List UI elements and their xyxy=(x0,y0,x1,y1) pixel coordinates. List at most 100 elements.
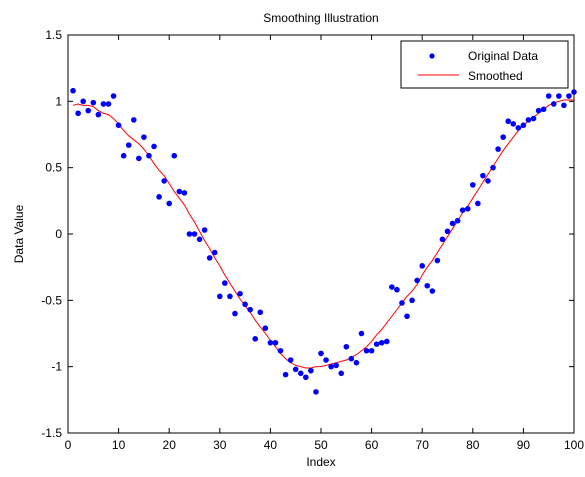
original-data-point xyxy=(211,249,218,256)
x-tick-label: 70 xyxy=(416,438,430,452)
original-data-point xyxy=(464,205,471,212)
original-data-point xyxy=(485,178,491,184)
x-tick-label: 40 xyxy=(264,438,278,452)
original-data-point xyxy=(115,122,122,129)
original-data-point xyxy=(267,339,274,346)
original-data-point xyxy=(571,89,577,95)
original-data-point xyxy=(358,330,365,337)
original-data-point xyxy=(525,117,532,123)
original-data-point xyxy=(227,293,233,300)
original-data-point xyxy=(459,207,466,213)
original-data-point xyxy=(85,107,92,114)
original-data-point xyxy=(146,152,152,159)
original-data-point xyxy=(70,87,76,94)
original-data-point xyxy=(449,220,456,227)
original-data-point xyxy=(550,101,557,107)
original-data-point xyxy=(363,347,370,354)
original-data-point xyxy=(439,236,446,243)
original-data-point xyxy=(475,200,481,207)
original-data-point xyxy=(556,93,562,99)
original-data-point xyxy=(181,190,188,196)
original-data-point xyxy=(434,257,441,264)
original-data-point xyxy=(500,134,506,140)
original-data-point xyxy=(125,142,132,148)
x-tick-label: 10 xyxy=(112,438,126,452)
original-data-point xyxy=(277,347,284,354)
y-axis-label: Data Value xyxy=(12,204,26,263)
original-data-point xyxy=(120,152,127,159)
original-data-point xyxy=(353,359,360,366)
original-data-point xyxy=(566,93,572,99)
y-tick-label: -0.5 xyxy=(41,293,62,307)
original-data-point xyxy=(470,182,476,188)
x-tick-label: 90 xyxy=(517,438,531,452)
original-data-point xyxy=(242,301,248,308)
original-data-point xyxy=(373,341,380,347)
x-tick-label: 50 xyxy=(314,438,328,452)
original-data-point xyxy=(444,228,451,235)
original-data-point xyxy=(237,290,243,297)
x-tick-label: 60 xyxy=(365,438,379,452)
original-data-point xyxy=(490,164,496,171)
original-data-point xyxy=(545,93,552,99)
original-data-point xyxy=(90,99,97,106)
original-data-point xyxy=(389,284,395,290)
legend-original-data-marker xyxy=(429,53,435,59)
x-axis-ticks: 0 10 20 30 40 50 60 70 80 90 100 xyxy=(65,35,584,452)
original-data-point xyxy=(247,306,253,313)
legend-box xyxy=(400,40,569,89)
x-tick-label: 80 xyxy=(466,438,480,452)
original-data-point xyxy=(510,121,517,127)
original-data-point xyxy=(561,102,567,109)
y-axis-ticks: -1.5 -1 -0.5 0 0.5 1 1.5 xyxy=(41,28,574,440)
original-data-point xyxy=(429,288,436,294)
original-data-point xyxy=(333,362,339,369)
original-data-point xyxy=(191,231,198,237)
original-data-point xyxy=(530,115,537,122)
original-data-point xyxy=(171,152,178,159)
plot-area xyxy=(67,34,575,434)
x-tick-label: 0 xyxy=(65,438,72,452)
original-data-point xyxy=(368,347,375,354)
original-data-point xyxy=(328,363,334,370)
original-data-point xyxy=(520,122,527,129)
legend-smoothed-label: Smoothed xyxy=(468,69,523,83)
x-tick-label: 30 xyxy=(213,438,227,452)
original-data-point xyxy=(419,263,426,269)
original-data-point xyxy=(495,146,501,152)
legend-original-data-label: Original Data xyxy=(468,49,538,63)
original-data-point xyxy=(201,227,208,233)
original-data-point xyxy=(206,255,213,261)
original-data-point xyxy=(161,178,167,184)
original-data-point xyxy=(383,338,390,345)
original-data-point xyxy=(348,355,355,362)
original-data-point xyxy=(110,93,117,99)
original-data-point xyxy=(217,293,223,300)
original-data-point xyxy=(454,217,461,224)
x-axis-label: Index xyxy=(306,455,335,469)
original-data-point xyxy=(100,101,107,107)
original-data-point xyxy=(272,339,279,346)
x-tick-label: 20 xyxy=(163,438,177,452)
original-data-point xyxy=(318,350,324,357)
original-data-point xyxy=(404,313,410,320)
original-data-point xyxy=(343,343,350,350)
original-data-point xyxy=(480,172,486,179)
original-data-point xyxy=(378,339,385,346)
y-tick-label: -1 xyxy=(51,360,62,374)
original-data-point xyxy=(292,366,299,373)
y-tick-label: 1.5 xyxy=(45,28,62,42)
original-data-point xyxy=(303,374,309,381)
original-data-point xyxy=(262,325,269,331)
y-tick-label: 1 xyxy=(55,94,62,108)
original-data-point xyxy=(196,236,203,243)
original-data-point xyxy=(414,277,420,284)
original-data-point xyxy=(505,118,512,125)
y-tick-label: 0 xyxy=(55,227,62,241)
original-data-point xyxy=(222,280,228,286)
original-data-points xyxy=(70,87,577,395)
chart-title: Smoothing Illustration xyxy=(263,11,378,25)
legend: Original Data Smoothed xyxy=(400,40,569,89)
original-data-point xyxy=(515,125,522,131)
